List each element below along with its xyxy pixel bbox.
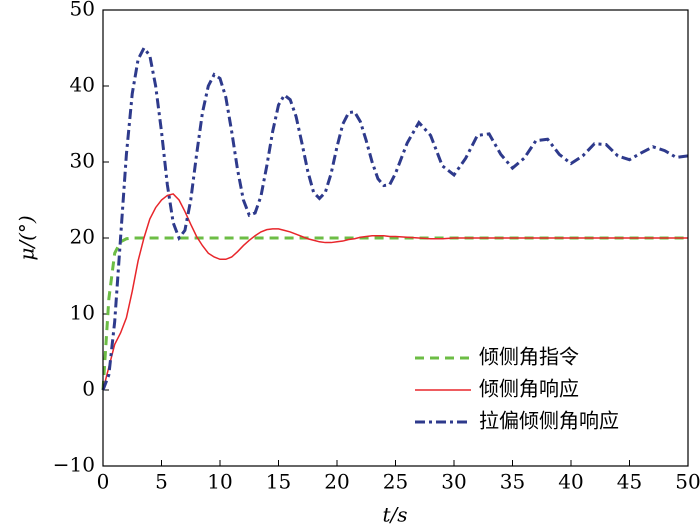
x-tick-label: 50 [675,470,700,494]
legend-label: 倾侧角响应 [479,377,579,401]
y-axis-label: μ/(°) [15,215,39,260]
x-tick-label: 15 [266,470,291,494]
x-tick-label: 40 [558,470,583,494]
plot-frame [102,9,689,467]
y-tick-label: 10 [70,301,95,325]
y-tick-label: 0 [82,377,95,401]
series-line [102,193,688,391]
series-line [101,236,688,391]
legend-label: 拉偏倾侧角响应 [479,409,619,433]
legend-label: 倾侧角指令 [479,345,579,369]
x-tick-label: 35 [500,470,525,494]
x-tick-label: 30 [441,470,466,494]
x-tick-label: 25 [383,470,408,494]
y-tick-label: 40 [70,73,95,97]
x-axis-label: t/s [382,503,407,527]
y-tick-label: 30 [70,149,95,173]
x-tick-label: 10 [207,470,232,494]
x-tick-label: 5 [155,470,168,494]
y-tick-label: −10 [53,453,95,477]
x-tick-label: 0 [97,470,110,494]
series-line [101,45,689,391]
y-tick-label: 20 [70,225,95,249]
x-tick-label: 20 [324,470,349,494]
y-tick-label: 50 [70,0,95,21]
x-tick-label: 45 [617,470,642,494]
